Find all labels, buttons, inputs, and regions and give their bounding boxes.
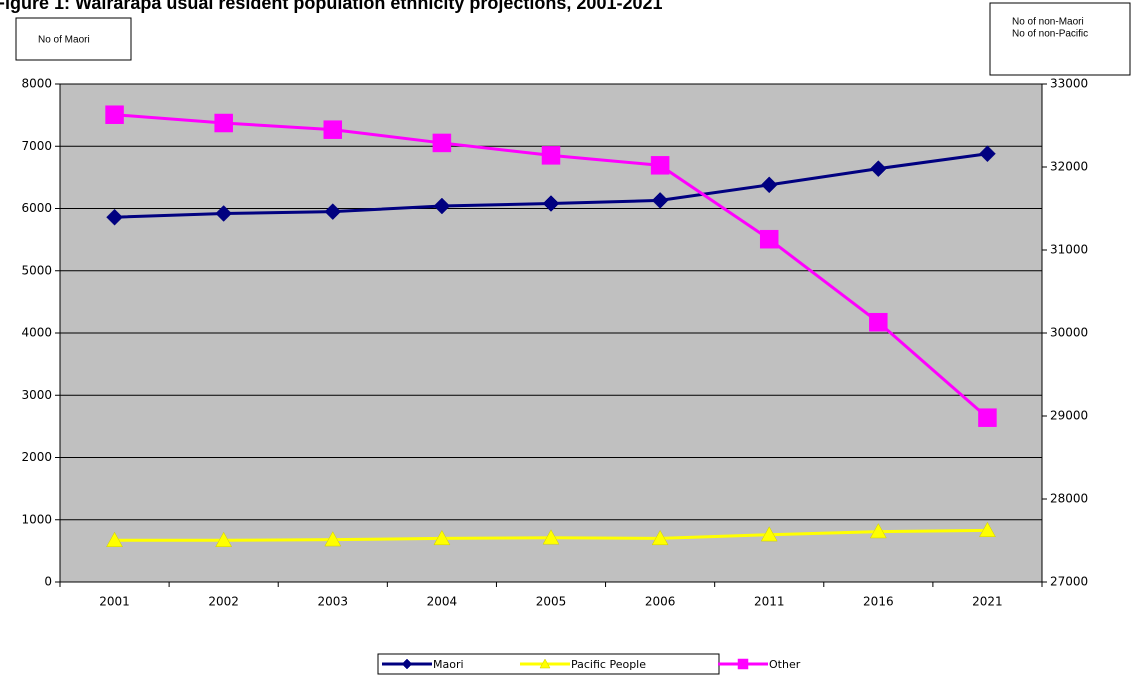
marker	[737, 658, 749, 670]
marker	[759, 229, 779, 249]
marker	[979, 521, 996, 537]
marker	[433, 197, 451, 215]
marker	[214, 113, 233, 133]
marker	[106, 208, 123, 226]
x-tick-label: 2011	[754, 595, 785, 609]
series	[106, 145, 996, 226]
y2-label-box	[989, 2, 1131, 76]
y-tick-label: 3000	[21, 388, 52, 402]
y-axis-label: No of Maori	[38, 35, 90, 46]
y-tick-label: 8000	[21, 77, 52, 91]
marker	[651, 192, 669, 209]
legend: Maori Pacific People Other	[377, 653, 801, 675]
marker	[105, 105, 124, 124]
x-tick-label: 2004	[427, 595, 458, 609]
y2-tick-label: 32000	[1050, 160, 1088, 174]
y-tick-label: 2000	[21, 450, 52, 464]
y2-tick-label: 28000	[1050, 492, 1088, 506]
y-tick-label: 1000	[21, 512, 52, 526]
y-label-box	[15, 17, 132, 61]
x-tick-label: 2002	[208, 595, 239, 609]
y2-tick-label: 33000	[1050, 77, 1088, 91]
x-tick-label: 2016	[863, 595, 894, 609]
marker	[324, 203, 342, 220]
marker	[432, 133, 452, 153]
y-tick-label: 4000	[21, 326, 52, 340]
x-tick-label: 2021	[972, 595, 1003, 609]
x-tick-label: 2001	[99, 595, 130, 609]
y2-tick-label: 31000	[1050, 243, 1088, 257]
y2-tick-label: 30000	[1050, 326, 1088, 340]
x-tick-label: 2006	[645, 595, 676, 609]
marker	[651, 529, 669, 546]
marker	[542, 195, 560, 212]
marker	[324, 531, 342, 547]
marker	[760, 176, 778, 194]
marker	[869, 523, 887, 539]
legend-label: Maori	[433, 658, 464, 671]
marker	[401, 658, 413, 670]
marker	[979, 145, 996, 163]
marker	[542, 529, 560, 545]
marker	[433, 529, 451, 546]
y-tick-label: 5000	[21, 263, 52, 277]
marker	[869, 312, 888, 332]
y-tick-label: 6000	[21, 201, 52, 215]
legend-label: Other	[769, 658, 801, 671]
marker	[539, 658, 551, 669]
marker	[215, 531, 233, 547]
marker	[869, 160, 887, 178]
marker	[760, 526, 778, 542]
y2-axis-label: No of non-Maori	[1012, 17, 1084, 28]
chart-title: Figure 1: Wairarapa usual resident popul…	[0, 0, 663, 13]
y2-axis-label: No of non-Pacific	[1012, 29, 1088, 40]
marker	[106, 531, 123, 547]
marker	[215, 205, 233, 222]
legend-label: Pacific People	[571, 658, 646, 671]
marker	[650, 156, 670, 175]
marker	[323, 120, 343, 139]
y2-tick-label: 29000	[1050, 409, 1088, 423]
marker	[541, 146, 561, 165]
y-tick-label: 7000	[21, 139, 52, 153]
series	[106, 521, 996, 547]
y2-tick-label: 27000	[1050, 575, 1088, 589]
x-tick-label: 2005	[536, 595, 567, 609]
marker	[978, 408, 997, 427]
y-tick-label: 0	[44, 575, 52, 589]
x-tick-label: 2003	[318, 595, 349, 609]
series	[105, 105, 997, 427]
